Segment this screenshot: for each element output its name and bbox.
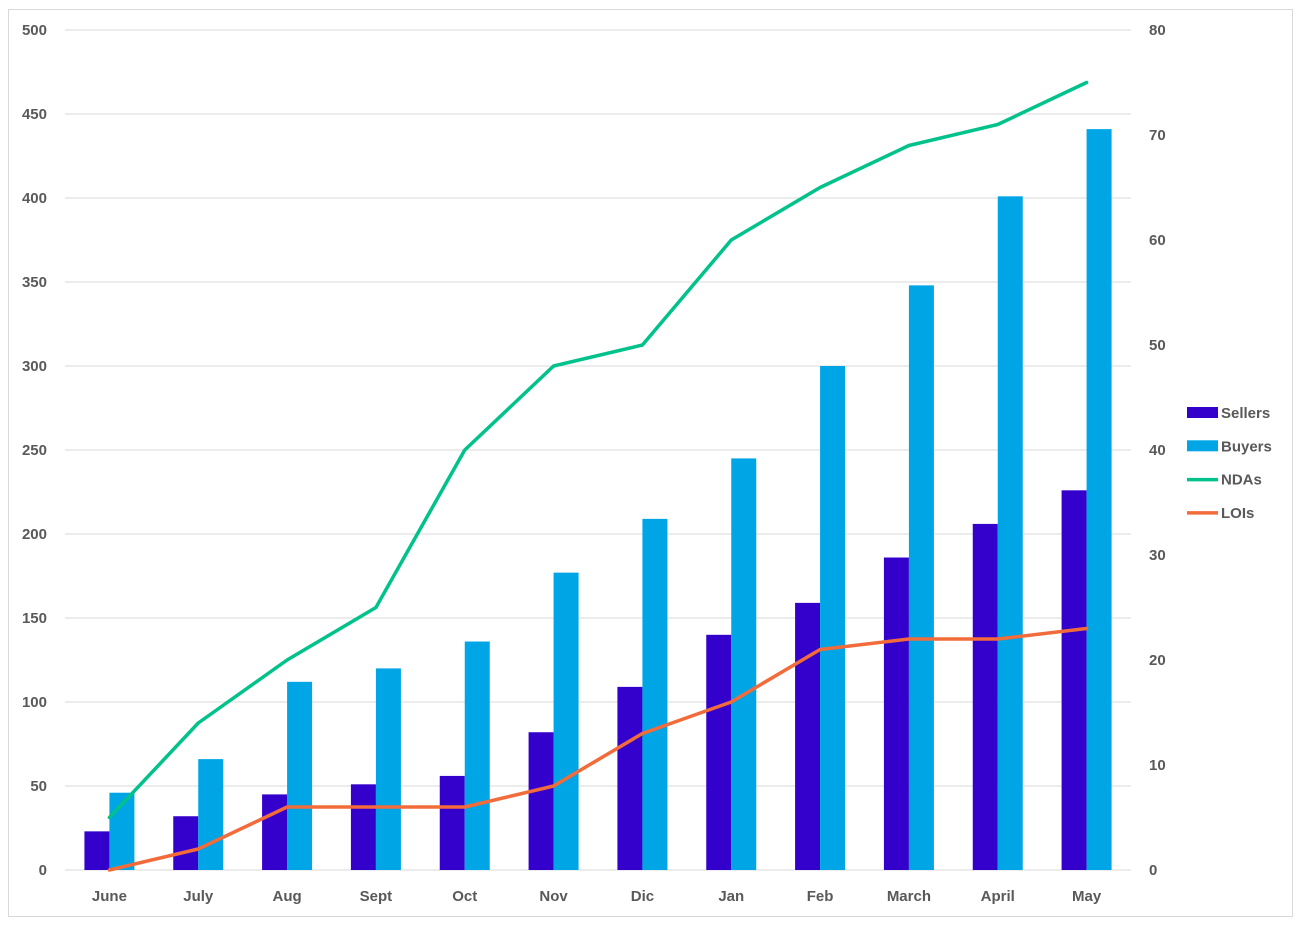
left-tick-label: 450 xyxy=(22,106,47,123)
bar-sellers xyxy=(706,634,732,870)
right-tick-label: 20 xyxy=(1149,652,1166,669)
bar-buyers xyxy=(642,518,668,870)
category-label: Jan xyxy=(718,888,744,905)
category-label: Dic xyxy=(631,888,654,905)
bar-sellers xyxy=(84,831,110,870)
line-series xyxy=(107,80,1089,872)
bar-buyers xyxy=(287,681,313,870)
bar-buyers xyxy=(198,759,224,870)
left-tick-label: 200 xyxy=(22,526,47,543)
left-tick-label: 100 xyxy=(22,694,47,711)
category-label: Aug xyxy=(272,888,301,905)
legend-swatch-sellers xyxy=(1187,407,1218,418)
category-label: June xyxy=(92,888,127,905)
right-tick-label: 60 xyxy=(1149,232,1166,249)
left-tick-label: 150 xyxy=(22,610,47,627)
bar-sellers xyxy=(528,732,554,870)
right-axis: 0 10 20 30 40 50 60 70 80 xyxy=(1149,22,1166,879)
right-tick-label: 10 xyxy=(1149,757,1166,774)
bar-buyers xyxy=(731,458,757,870)
bar-buyers xyxy=(997,196,1023,870)
legend-label-sellers: Sellers xyxy=(1221,405,1270,422)
left-tick-label: 350 xyxy=(22,274,47,291)
right-tick-label: 30 xyxy=(1149,547,1166,564)
bar-buyers xyxy=(375,668,401,870)
right-tick-label: 0 xyxy=(1149,862,1157,879)
bar-buyers xyxy=(1086,129,1112,870)
legend: Sellers Buyers NDAs LOIs xyxy=(1187,405,1272,522)
category-label: Sept xyxy=(360,888,393,905)
line-ndas xyxy=(107,80,1089,820)
left-tick-label: 50 xyxy=(30,778,47,795)
category-label: April xyxy=(981,888,1015,905)
category-label: Oct xyxy=(452,888,477,905)
gridlines xyxy=(65,29,1131,871)
legend-label-buyers: Buyers xyxy=(1221,438,1272,455)
bar-buyers xyxy=(908,285,934,870)
category-label: July xyxy=(183,888,214,905)
right-tick-label: 50 xyxy=(1149,337,1166,354)
legend-label-ndas: NDAs xyxy=(1221,472,1262,489)
left-tick-label: 300 xyxy=(22,358,47,375)
category-label: Feb xyxy=(807,888,834,905)
bar-sellers xyxy=(262,794,288,870)
bar-sellers xyxy=(1061,490,1087,870)
bar-buyers xyxy=(553,572,579,870)
right-tick-label: 70 xyxy=(1149,127,1166,144)
left-tick-label: 0 xyxy=(39,862,47,879)
legend-label-lois: LOIs xyxy=(1221,505,1254,522)
category-label: May xyxy=(1072,888,1102,905)
x-axis: June July Aug Sept Oct Nov Dic Jan Feb March April… xyxy=(92,888,1102,905)
bar-sellers xyxy=(439,775,465,870)
bar-sellers xyxy=(795,602,821,870)
category-label: Nov xyxy=(539,888,568,905)
right-tick-label: 80 xyxy=(1149,22,1166,39)
bar-sellers xyxy=(883,557,909,870)
bar-sellers xyxy=(617,686,643,870)
left-tick-label: 500 xyxy=(22,22,47,39)
left-tick-label: 250 xyxy=(22,442,47,459)
bar-series xyxy=(84,129,1112,870)
legend-swatch-buyers xyxy=(1187,440,1218,452)
left-axis: 0 50 100 150 200 250 300 350 400 450 500 xyxy=(22,22,47,879)
bar-sellers xyxy=(972,523,998,870)
right-tick-label: 40 xyxy=(1149,442,1166,459)
bar-buyers xyxy=(464,641,490,870)
line-lois xyxy=(107,626,1089,872)
category-label: March xyxy=(887,888,931,905)
bar-buyers xyxy=(820,366,846,870)
bar-sellers xyxy=(173,816,199,870)
left-tick-label: 400 xyxy=(22,190,47,207)
bar-sellers xyxy=(350,784,376,870)
